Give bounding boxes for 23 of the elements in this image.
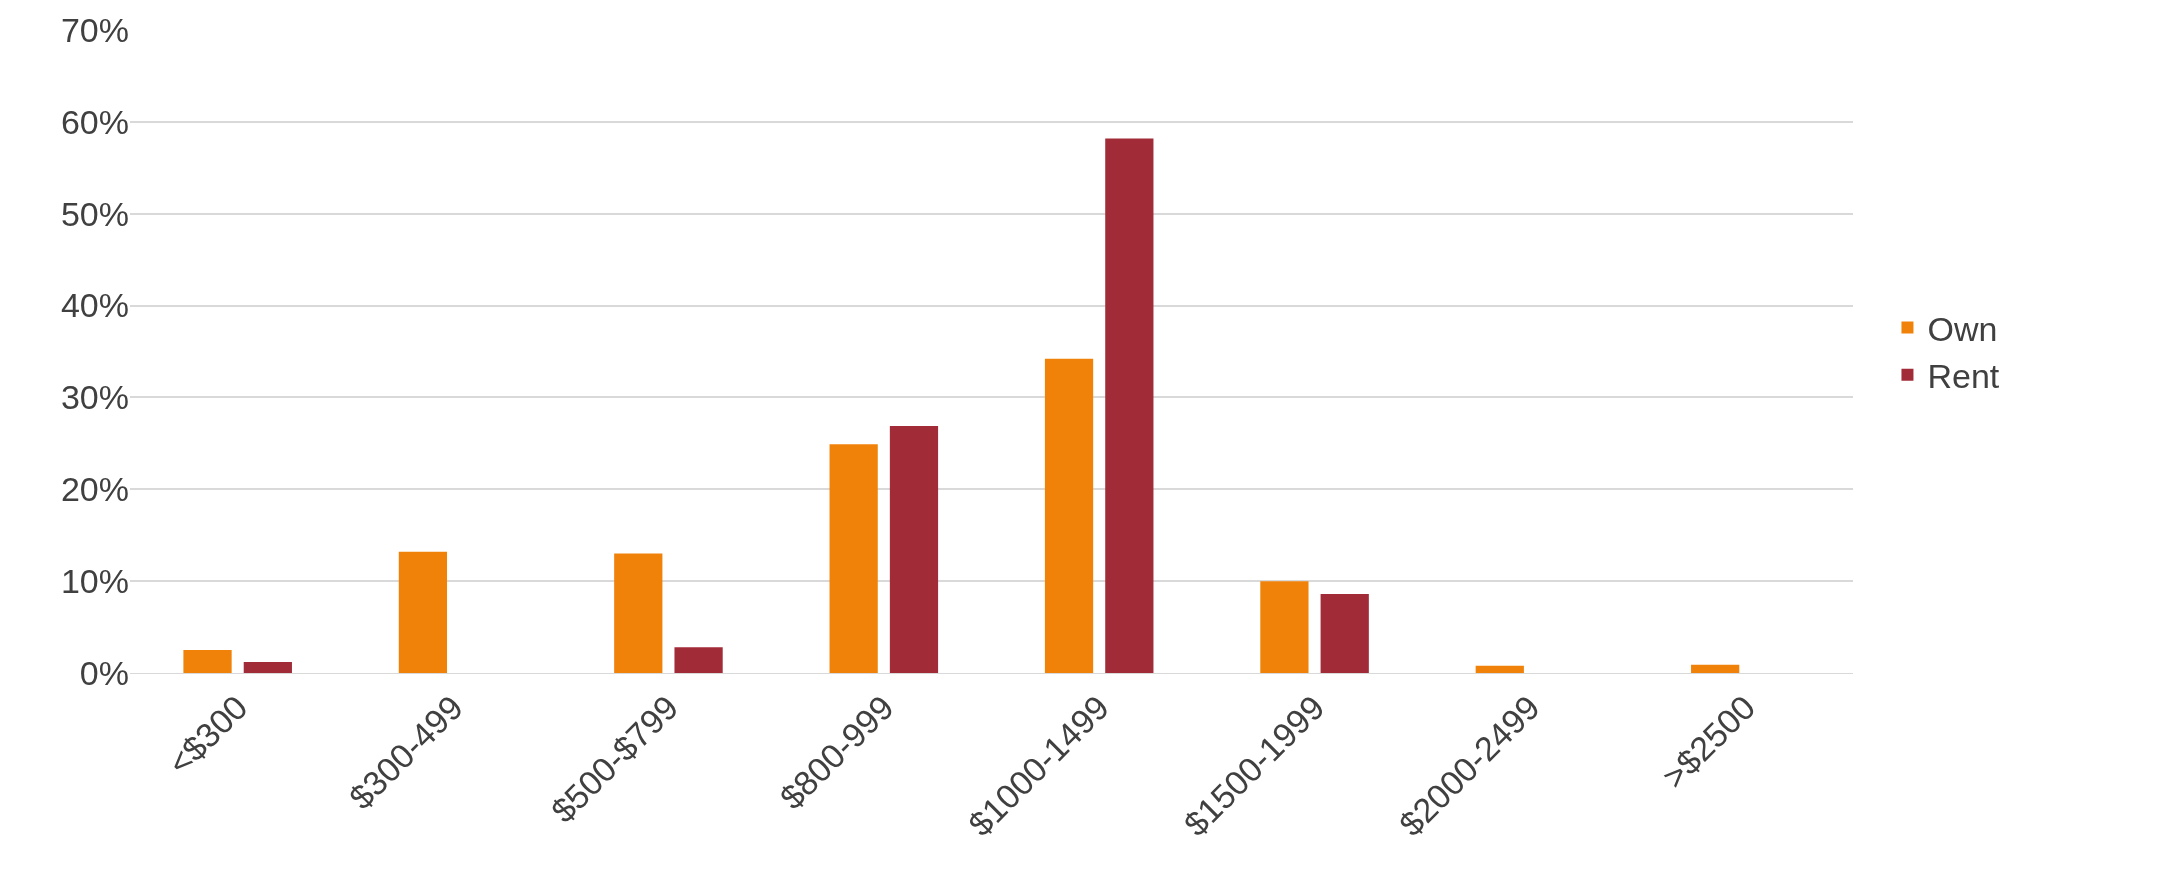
legend-label: Rent — [1927, 357, 2000, 396]
y-tick-label: 20% — [60, 470, 129, 509]
bar — [1044, 358, 1094, 673]
bar — [243, 661, 292, 673]
bar — [674, 647, 723, 673]
y-tick-label: 10% — [60, 562, 129, 601]
y-tick-label: 70% — [60, 10, 129, 49]
y-tick-label: 30% — [60, 378, 129, 417]
y-tick-label: 40% — [60, 286, 129, 325]
y-tick-label: 50% — [60, 194, 129, 233]
legend-label: Own — [1927, 309, 1998, 348]
bar — [889, 425, 939, 673]
bar — [398, 551, 448, 673]
bar — [1105, 138, 1154, 673]
bar — [1475, 665, 1524, 673]
bar — [1691, 664, 1740, 673]
bar — [614, 553, 663, 673]
bar — [1320, 594, 1369, 673]
bar — [183, 650, 232, 673]
y-tick-label: 60% — [60, 102, 129, 141]
y-tick-label: 0% — [79, 653, 129, 692]
bar — [829, 444, 878, 673]
bar — [1260, 581, 1309, 673]
